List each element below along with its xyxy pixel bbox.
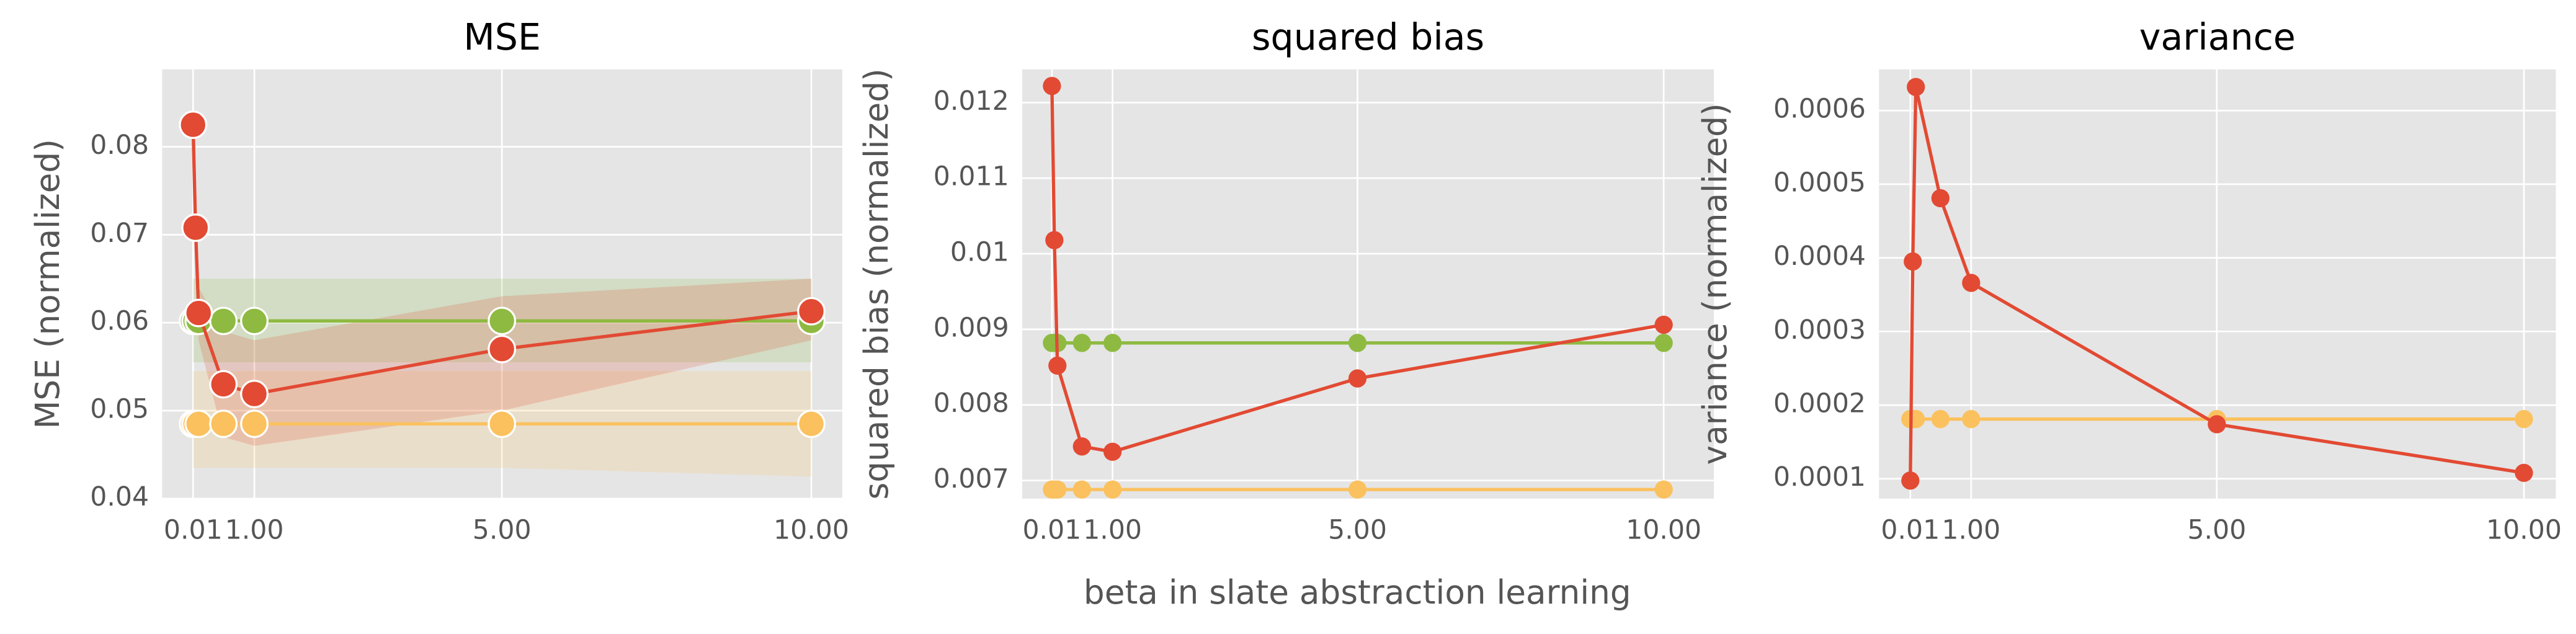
x-tick-label: 10.00 bbox=[1626, 514, 1701, 545]
data-point bbox=[209, 306, 238, 336]
chart-title: variance bbox=[2139, 16, 2296, 58]
y-tick-label: 0.012 bbox=[934, 86, 1009, 117]
data-point bbox=[179, 110, 208, 140]
y-tick-label: 0.0002 bbox=[1773, 388, 1866, 419]
y-tick-label: 0.0003 bbox=[1773, 315, 1866, 346]
data-point bbox=[1103, 334, 1122, 352]
data-point bbox=[797, 409, 826, 439]
data-point bbox=[1348, 480, 1367, 499]
y-tick-label: 0.009 bbox=[934, 312, 1009, 343]
data-point bbox=[1962, 409, 1981, 429]
plot-area bbox=[1022, 69, 1714, 499]
data-point bbox=[1931, 409, 1950, 429]
x-tick-label: 0.01 bbox=[164, 514, 223, 545]
data-point bbox=[1901, 471, 1920, 490]
data-point bbox=[488, 334, 517, 364]
x-tick-label: 1.00 bbox=[225, 514, 284, 545]
data-point bbox=[488, 306, 517, 336]
data-point bbox=[1962, 274, 1981, 292]
y-tick-label: 0.007 bbox=[934, 463, 1009, 494]
y-tick-label: 0.0006 bbox=[1773, 94, 1866, 125]
x-tick-label: 1.00 bbox=[1941, 514, 2000, 545]
data-point bbox=[1348, 334, 1367, 352]
data-point bbox=[240, 409, 269, 439]
data-point bbox=[2515, 463, 2533, 482]
data-point bbox=[240, 306, 269, 336]
data-point bbox=[1907, 78, 1925, 96]
data-point bbox=[1045, 231, 1064, 249]
y-tick-label: 0.0004 bbox=[1773, 241, 1866, 272]
y-axis-label: squared bias (normalized) bbox=[857, 68, 896, 499]
data-point bbox=[184, 409, 213, 439]
x-tick-label: 1.00 bbox=[1083, 514, 1142, 545]
data-point bbox=[1043, 76, 1061, 96]
data-point bbox=[1048, 356, 1067, 375]
data-point bbox=[1654, 315, 1673, 334]
y-tick-label: 0.07 bbox=[90, 218, 149, 249]
confidence-band bbox=[193, 115, 812, 446]
x-tick-label: 0.01 bbox=[1881, 514, 1940, 545]
x-tick-label: 0.01 bbox=[1022, 514, 1081, 545]
data-point bbox=[1103, 480, 1122, 499]
y-tick-label: 0.05 bbox=[90, 393, 149, 424]
y-tick-label: 0.01 bbox=[950, 237, 1009, 268]
data-point bbox=[1654, 480, 1673, 499]
y-tick-label: 0.0005 bbox=[1773, 167, 1866, 198]
y-tick-label: 0.08 bbox=[90, 130, 149, 161]
data-point bbox=[184, 298, 213, 328]
chart-title: squared bias bbox=[1252, 16, 1484, 58]
x-tick-label: 5.00 bbox=[1328, 514, 1387, 545]
data-point bbox=[1348, 369, 1367, 388]
data-point bbox=[181, 213, 210, 242]
data-point bbox=[1904, 252, 1922, 271]
data-point bbox=[240, 380, 269, 408]
y-tick-label: 0.04 bbox=[90, 481, 149, 512]
data-point bbox=[2515, 409, 2533, 429]
data-point bbox=[797, 297, 826, 326]
data-point bbox=[1072, 334, 1091, 352]
x-tick-label: 5.00 bbox=[2188, 514, 2247, 545]
data-point bbox=[1103, 442, 1122, 461]
y-tick-label: 0.008 bbox=[934, 388, 1009, 419]
y-axis-label: variance (normalized) bbox=[1696, 103, 1734, 465]
data-point bbox=[1072, 480, 1091, 499]
y-tick-label: 0.011 bbox=[934, 161, 1009, 192]
data-point bbox=[2208, 415, 2226, 434]
x-tick-label: 5.00 bbox=[473, 514, 532, 545]
x-tick-label: 10.00 bbox=[2486, 514, 2562, 545]
data-point bbox=[209, 370, 238, 399]
data-point bbox=[1072, 437, 1091, 456]
x-tick-label: 10.00 bbox=[773, 514, 849, 545]
data-point bbox=[209, 409, 238, 439]
y-tick-label: 0.0001 bbox=[1773, 462, 1866, 493]
y-tick-label: 0.06 bbox=[90, 306, 149, 337]
data-point bbox=[1654, 334, 1673, 352]
data-point bbox=[1048, 480, 1067, 499]
data-point bbox=[488, 409, 517, 439]
x-axis-label: beta in slate abstraction learning bbox=[1084, 573, 1631, 612]
data-point bbox=[1931, 189, 1950, 208]
y-axis-label: MSE (normalized) bbox=[29, 139, 67, 429]
chart-title: MSE bbox=[463, 16, 541, 58]
